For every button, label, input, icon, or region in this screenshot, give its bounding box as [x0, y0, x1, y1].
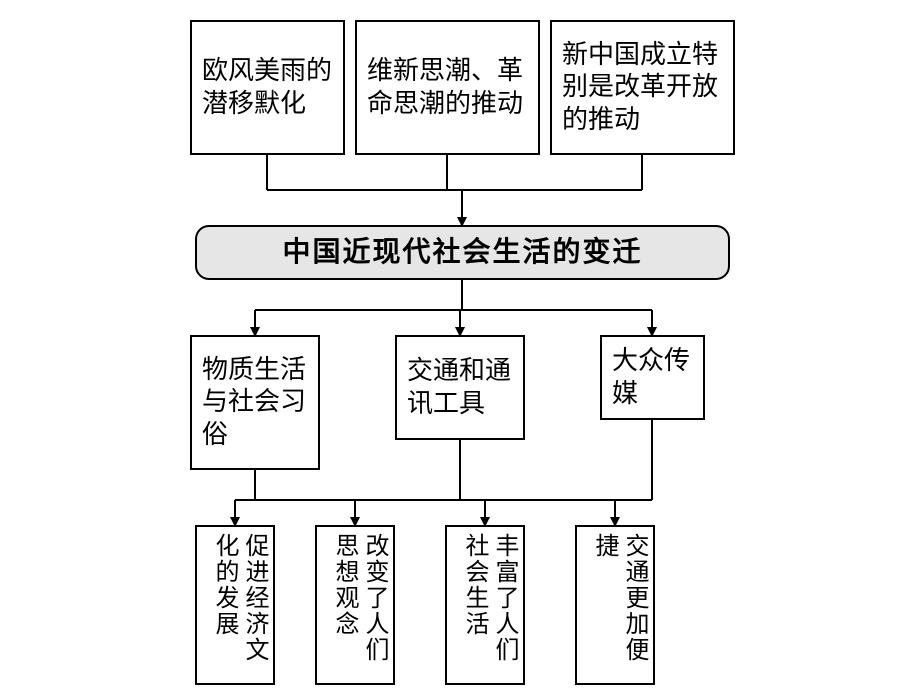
node-bot2: 改变了人们思想观念 [315, 525, 395, 685]
node-top3-label: 新中国成立特别是改革开放的推动 [562, 39, 723, 137]
node-bot3: 丰富了人们社会生活 [445, 525, 525, 685]
node-top2-label: 维新思潮、革命思潮的推动 [367, 55, 528, 120]
node-mid3: 大众传媒 [600, 335, 705, 420]
node-mid1-label: 物质生活与社会习俗 [202, 354, 308, 452]
node-bot1-label: 促进经济文化的发展 [209, 533, 269, 677]
node-mid2-label: 交通和通讯工具 [407, 355, 513, 420]
node-bot1: 促进经济文化的发展 [195, 525, 275, 685]
node-mid1: 物质生活与社会习俗 [190, 335, 320, 470]
node-bot4: 交通更加便捷 [575, 525, 655, 685]
node-center: 中国近现代社会生活的变迁 [195, 225, 730, 280]
node-bot3-label: 丰富了人们社会生活 [459, 533, 519, 677]
node-top2: 维新思潮、革命思潮的推动 [355, 20, 540, 155]
node-center-label: 中国近现代社会生活的变迁 [282, 235, 642, 270]
node-bot2-label: 改变了人们思想观念 [329, 533, 389, 677]
node-bot4-label: 交通更加便捷 [589, 533, 649, 677]
node-mid3-label: 大众传媒 [612, 345, 693, 410]
node-top1: 欧风美雨的潜移默化 [190, 20, 345, 155]
node-top3: 新中国成立特别是改革开放的推动 [550, 20, 735, 155]
node-mid2: 交通和通讯工具 [395, 335, 525, 440]
node-top1-label: 欧风美雨的潜移默化 [202, 55, 333, 120]
